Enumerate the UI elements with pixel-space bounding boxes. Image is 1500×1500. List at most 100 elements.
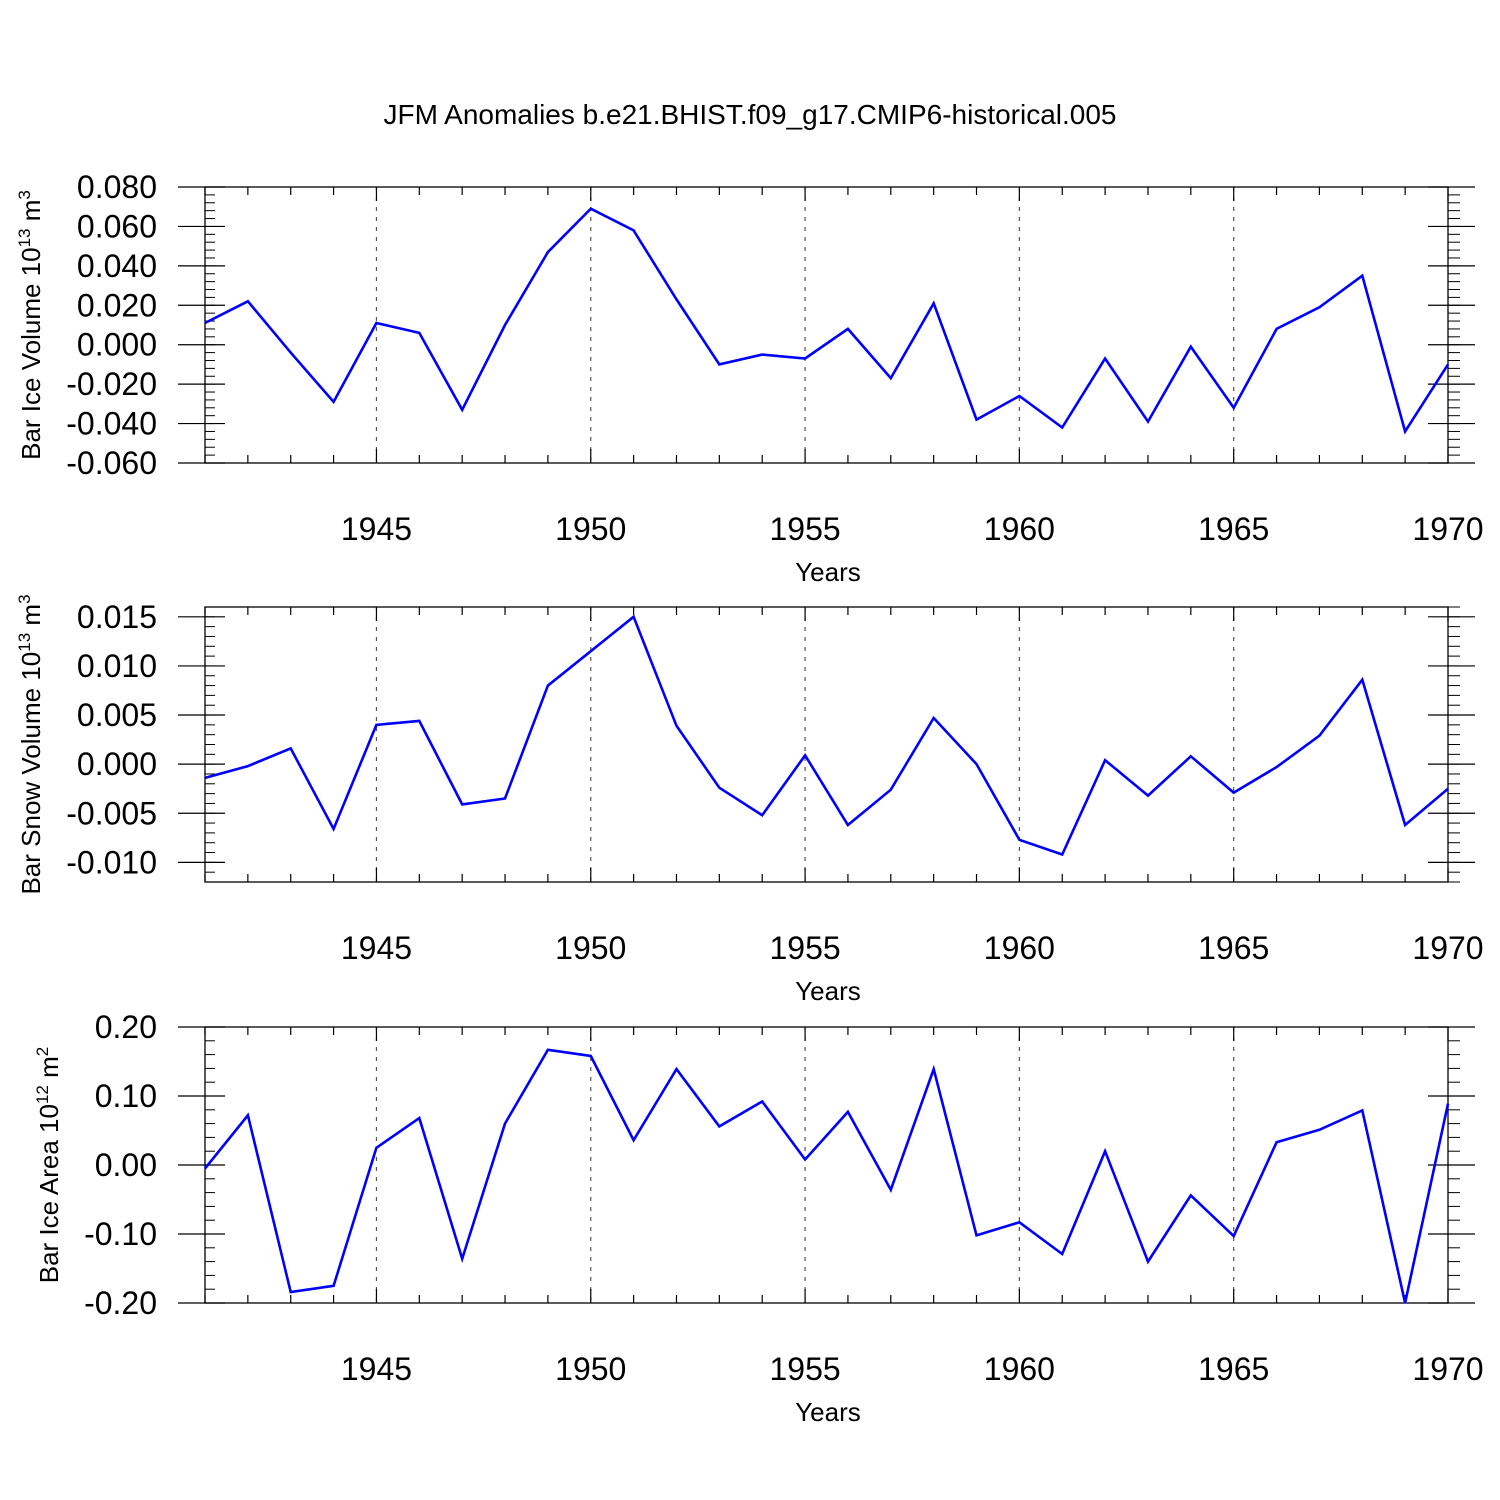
y-axis-label: Bar Snow Volume 1013 m3 xyxy=(15,594,46,894)
data-point xyxy=(1060,853,1064,857)
data-point xyxy=(760,353,764,357)
series-line xyxy=(204,614,1449,857)
data-point xyxy=(460,802,464,806)
data-point xyxy=(1275,765,1279,769)
y-tick-label: 0.060 xyxy=(77,208,157,244)
data-point xyxy=(289,351,293,355)
x-tick-label: 1970 xyxy=(1412,1351,1483,1387)
data-point xyxy=(332,400,336,404)
y-tick-label: -0.005 xyxy=(66,795,157,831)
x-axis-label: Years xyxy=(795,976,861,1006)
data-point xyxy=(975,762,979,766)
data-point xyxy=(1275,1140,1279,1144)
data-point xyxy=(1317,305,1321,309)
data-point xyxy=(932,301,936,305)
data-point xyxy=(203,776,207,780)
data-point xyxy=(417,331,421,335)
data-point xyxy=(374,1146,378,1150)
data-point xyxy=(1360,274,1364,278)
x-tick-label: 1955 xyxy=(769,930,840,966)
data-point xyxy=(374,723,378,727)
data-point xyxy=(289,746,293,750)
y-tick-label: 0.00 xyxy=(95,1147,157,1183)
data-point xyxy=(889,1188,893,1192)
data-point xyxy=(975,1233,979,1237)
x-tick-label: 1950 xyxy=(555,511,626,547)
data-point xyxy=(1017,394,1021,398)
data-point xyxy=(1189,1193,1193,1197)
data-point xyxy=(203,1166,207,1170)
y-tick-label: 0.040 xyxy=(77,248,157,284)
data-point xyxy=(1403,823,1407,827)
x-tick-label: 1955 xyxy=(769,1351,840,1387)
data-point xyxy=(932,716,936,720)
data-point xyxy=(1103,1149,1107,1153)
data-point xyxy=(460,1257,464,1261)
x-tick-label: 1945 xyxy=(341,930,412,966)
y-tick-label: -0.010 xyxy=(66,844,157,880)
data-point xyxy=(1360,678,1364,682)
y-axis-label: Bar Ice Volume 1013 m3 xyxy=(15,190,46,460)
x-tick-label: 1945 xyxy=(341,511,412,547)
data-point xyxy=(460,408,464,412)
data-point xyxy=(846,327,850,331)
x-tick-label: 1950 xyxy=(555,930,626,966)
data-point xyxy=(803,357,807,361)
data-point xyxy=(846,1110,850,1114)
y-tick-label: 0.000 xyxy=(77,746,157,782)
data-point xyxy=(632,1138,636,1142)
panel-2: -0.010 -0.005 0.000 0.005 0.010 0.015 1945 1950… xyxy=(15,594,1484,1006)
data-point xyxy=(1232,791,1236,795)
data-point xyxy=(1446,362,1450,366)
data-point xyxy=(546,684,550,688)
data-point xyxy=(889,788,893,792)
data-point xyxy=(1060,426,1064,430)
data-point xyxy=(803,753,807,757)
y-tick-label: -0.060 xyxy=(66,445,157,481)
y-tick-label: 0.20 xyxy=(95,1009,157,1045)
data-point xyxy=(1232,1234,1236,1238)
data-point xyxy=(546,250,550,254)
y-tick-label: -0.020 xyxy=(66,366,157,402)
data-point xyxy=(632,615,636,619)
y-tick-label: 0.010 xyxy=(77,648,157,684)
x-tick-label: 1945 xyxy=(341,1351,412,1387)
y-tick-label: 0.10 xyxy=(95,1078,157,1114)
data-point xyxy=(246,1113,250,1117)
data-point xyxy=(1060,1252,1064,1256)
data-point xyxy=(289,1290,293,1294)
data-point xyxy=(546,1048,550,1052)
data-point xyxy=(717,1124,721,1128)
data-point xyxy=(503,797,507,801)
data-point xyxy=(760,813,764,817)
data-point xyxy=(203,321,207,325)
y-tick-label: 0.000 xyxy=(77,327,157,363)
x-tick-label: 1965 xyxy=(1198,930,1269,966)
y-tick-label: -0.20 xyxy=(84,1285,157,1321)
data-point xyxy=(674,724,678,728)
data-point xyxy=(1446,1102,1450,1106)
y-tick-label: -0.10 xyxy=(84,1216,157,1252)
x-tick-label: 1970 xyxy=(1412,930,1483,966)
data-point xyxy=(503,323,507,327)
y-tick-label: 0.080 xyxy=(77,169,157,205)
data-point xyxy=(1275,327,1279,331)
panel-3: -0.20 -0.10 0.00 0.10 0.20 1945 1950 1955 1960 19… xyxy=(33,1009,1484,1427)
x-tick-label: 1960 xyxy=(984,511,1055,547)
data-point xyxy=(589,649,593,653)
data-point xyxy=(1146,1260,1150,1264)
data-point xyxy=(1403,429,1407,433)
y-axis-label: Bar Ice Area 1012 m2 xyxy=(33,1047,64,1284)
x-tick-label: 1960 xyxy=(984,930,1055,966)
data-point xyxy=(1189,345,1193,349)
data-point xyxy=(589,207,593,211)
data-point xyxy=(246,299,250,303)
x-tick-label: 1950 xyxy=(555,1351,626,1387)
data-point xyxy=(1317,734,1321,738)
data-point xyxy=(1446,787,1450,791)
x-axis-label: Years xyxy=(795,1397,861,1427)
data-point xyxy=(589,1054,593,1058)
data-point xyxy=(1146,794,1150,798)
data-point xyxy=(1317,1128,1321,1132)
